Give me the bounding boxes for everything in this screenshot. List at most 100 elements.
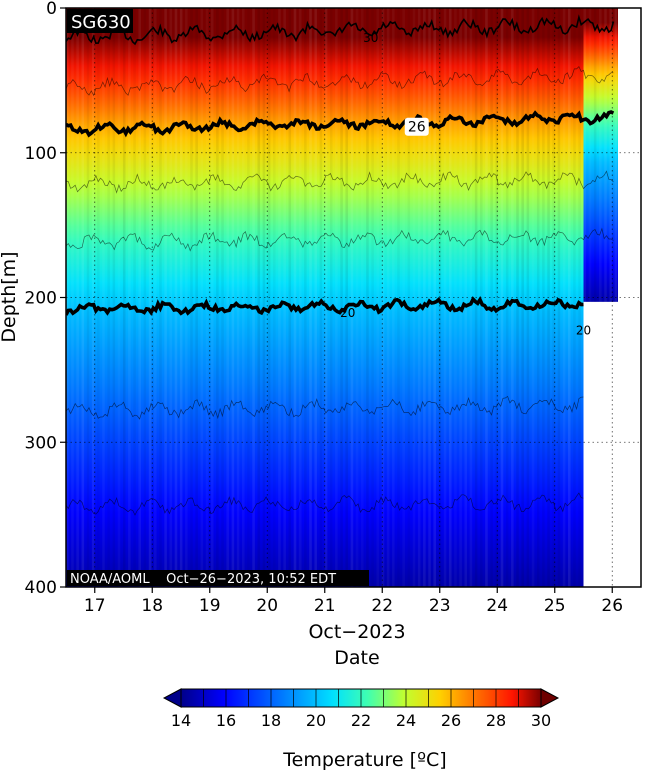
dive-stripe — [428, 8, 431, 587]
colorbar-tick-label: 28 — [486, 711, 506, 730]
colorbar-tick-label: 24 — [396, 711, 416, 730]
colorbar-high-arrow — [540, 688, 560, 708]
plot-area: 30 26 20 20 SG630 NOAA/AOML Oct−26−2023, 10… — [65, 7, 642, 588]
colorbar-tick-label: 16 — [216, 711, 236, 730]
dive-stripe — [138, 8, 142, 587]
y-tick-label: 200 — [25, 289, 57, 309]
dive-stripe — [86, 8, 90, 587]
dive-stripe — [159, 8, 162, 587]
dive-stripe — [329, 8, 333, 587]
dive-stripe — [459, 8, 462, 587]
dive-stripe — [526, 8, 530, 587]
x-tick-label: 19 — [199, 596, 221, 616]
dive-stripe — [153, 8, 157, 587]
dive-stripe — [469, 8, 473, 587]
dive-stripe — [252, 8, 255, 587]
title-badge-bg — [67, 9, 133, 33]
y-tick-label: 100 — [25, 144, 57, 164]
x-tick-label: 24 — [486, 596, 508, 616]
contour-label: 26 — [408, 120, 426, 136]
dive-stripe — [216, 8, 219, 587]
dive-stripe — [283, 8, 286, 587]
dive-stripe — [557, 8, 561, 587]
colorbar-ticks: 14 16 18 20 22 24 26 28 30 — [171, 689, 551, 730]
dive-stripe — [143, 8, 147, 587]
dive-stripe — [552, 8, 556, 587]
contour-labels: 30 26 20 20 — [340, 31, 591, 337]
dive-stripe — [81, 8, 85, 587]
colorbar: 14 16 18 20 22 24 26 28 30 — [162, 688, 560, 730]
dive-stripe — [567, 8, 571, 587]
dive-stripe — [174, 8, 178, 587]
dive-stripe — [293, 8, 297, 587]
x-tick-label: 25 — [544, 596, 566, 616]
dive-stripe — [148, 8, 152, 587]
dive-stripe — [464, 8, 468, 587]
x-axis-label-month: Oct−2023 — [308, 621, 405, 643]
isotherm-26 — [66, 110, 615, 138]
dive-stripe — [392, 8, 395, 587]
dive-stripe — [309, 8, 312, 587]
title-badge: SG630 — [71, 12, 131, 33]
dive-stripe — [433, 8, 437, 587]
x-tick-label: 26 — [601, 596, 623, 616]
colorbar-tick-label: 22 — [351, 711, 371, 730]
footer-text: NOAA/AOML Oct−26−2023, 10:52 EDT — [70, 572, 336, 587]
dive-stripe — [190, 8, 193, 587]
dive-stripe — [599, 8, 602, 302]
dive-stripe — [262, 8, 266, 587]
footer-bg — [67, 570, 369, 586]
colorbar-tick-label: 18 — [261, 711, 281, 730]
dive-stripe — [247, 8, 250, 587]
dive-stripe — [500, 8, 504, 587]
isotherm-30 — [66, 14, 615, 46]
dive-stripe — [324, 8, 328, 587]
dive-stripe — [589, 8, 592, 302]
dive-stripe — [614, 8, 618, 302]
dive-stripe — [226, 8, 230, 587]
dive-stripe — [536, 8, 540, 587]
dive-stripe — [179, 8, 183, 587]
y-axis-label: Depth[m] — [0, 251, 20, 342]
y-axis-ticks: 0 100 200 300 400 — [25, 0, 66, 598]
dive-stripe — [319, 8, 323, 587]
isotherm-18 — [66, 395, 584, 420]
x-axis-label-date: Date — [334, 647, 379, 669]
dive-stripe — [257, 8, 261, 587]
dive-stripe — [185, 8, 188, 587]
dive-stripe — [241, 8, 245, 587]
dive-stripe — [381, 8, 385, 587]
dive-stripe — [490, 8, 493, 587]
y-tick-label: 300 — [25, 433, 57, 453]
dive-stripe — [112, 8, 116, 587]
dive-stripe — [423, 8, 426, 587]
grid-lines — [66, 8, 641, 587]
isotherm-contours — [66, 14, 615, 516]
y-tick-label: 0 — [46, 0, 57, 19]
dive-stripe — [593, 8, 597, 302]
dive-stripe — [485, 8, 488, 587]
colorbar-tick-label: 30 — [531, 711, 551, 730]
dive-stripe — [118, 8, 121, 587]
dive-stripe — [314, 8, 317, 587]
dive-stripe — [604, 8, 607, 302]
dive-stripe — [495, 8, 499, 587]
contour-label: 20 — [576, 323, 591, 337]
isotherm-28 — [66, 66, 614, 97]
dive-stripe — [448, 8, 452, 587]
dive-stripe — [609, 8, 612, 302]
dive-stripe — [288, 8, 292, 587]
isotherm-22 — [66, 227, 614, 252]
isotherm-20 — [66, 295, 584, 316]
dive-stripe — [521, 8, 524, 587]
contour-label-box — [404, 117, 429, 136]
colorbar-tick-label: 26 — [441, 711, 461, 730]
dive-stripe — [366, 8, 369, 587]
dive-stripe — [345, 8, 349, 587]
isotherm-24 — [66, 170, 614, 194]
x-tick-label: 21 — [314, 596, 336, 616]
heatmap-shallow-extension — [583, 8, 618, 302]
colorbar-tick-label: 20 — [306, 711, 326, 730]
dive-stripe — [350, 8, 354, 587]
